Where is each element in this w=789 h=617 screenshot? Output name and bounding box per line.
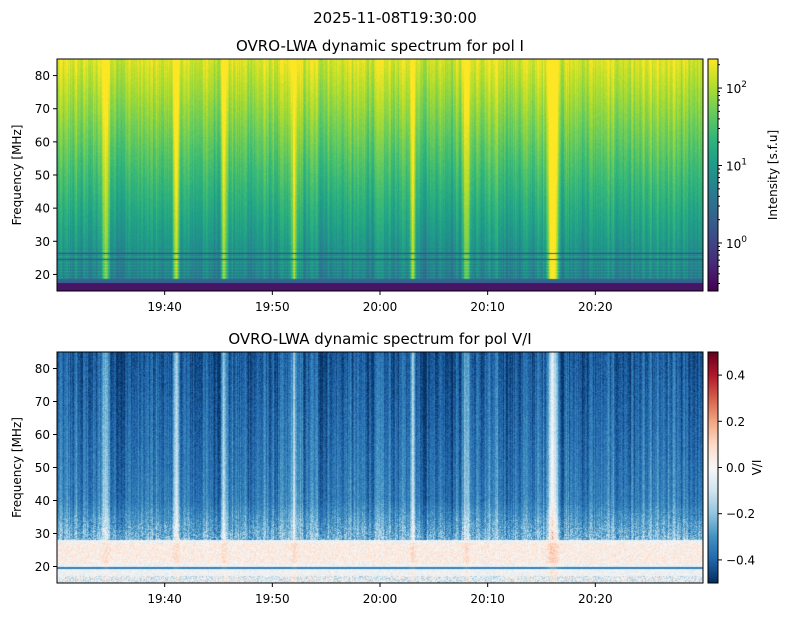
stokes-vi-ylabel: Frequency [MHz] — [10, 417, 24, 518]
stokes-i-xtick-label: 20:10 — [470, 300, 505, 314]
stokes-vi-ytick-label: 40 — [35, 494, 50, 508]
stokes-i-xtick-label: 19:40 — [147, 300, 182, 314]
tick-exponent: 0 — [741, 235, 747, 245]
stokes-i-ylabel: Frequency [MHz] — [10, 125, 24, 226]
stokes-vi-axes-frame — [56, 351, 704, 584]
stokes-vi-xtick-label: 20:00 — [363, 592, 398, 606]
stokes-vi-xtick-label: 20:20 — [578, 592, 613, 606]
stokes-vi-xtick-label: 19:50 — [255, 592, 290, 606]
stokes-i-ytick-label: 50 — [35, 169, 50, 183]
stokes-i-colorbar-frame — [707, 58, 719, 292]
tick-exponent: 1 — [741, 158, 747, 168]
stokes-i-colorbar-tick-label: 101 — [726, 158, 747, 174]
stokes-vi-colorbar-gradient — [708, 352, 718, 583]
stokes-i-axes-frame — [56, 58, 704, 292]
tick-base: 10 — [726, 82, 741, 96]
stokes-i-colorbar-tick-label: 100 — [726, 235, 747, 251]
stokes-vi-ytick-label: 50 — [35, 461, 50, 475]
stokes-vi-colorbar-tick-label: −0.2 — [726, 507, 755, 521]
stokes-vi-spectrogram — [57, 352, 703, 583]
stokes-i-ytick-label: 30 — [35, 235, 50, 249]
tick-exponent: 2 — [741, 80, 747, 90]
stokes-i-colorbar-gradient — [708, 59, 718, 291]
stokes-i-ytick-label: 70 — [35, 102, 50, 116]
stokes-vi-colorbar-tick-label: 0.4 — [726, 369, 745, 383]
stokes-vi-colorbar-tick-label: 0.0 — [726, 461, 745, 475]
stokes-vi-ytick-label: 60 — [35, 428, 50, 442]
stokes-vi-ytick-label: 80 — [35, 362, 50, 376]
stokes-i-title: OVRO-LWA dynamic spectrum for pol I — [236, 37, 524, 55]
stokes-i-xtick-label: 20:00 — [363, 300, 398, 314]
stokes-i-colorbar-tick-label: 102 — [726, 80, 747, 96]
stokes-vi-colorbar-label: V/I — [750, 460, 764, 476]
stokes-vi-colorbar-tick-label: −0.4 — [726, 553, 755, 567]
stokes-vi-title: OVRO-LWA dynamic spectrum for pol V/I — [228, 330, 531, 348]
stokes-vi-xtick-label: 19:40 — [147, 592, 182, 606]
figure-suptitle: 2025-11-08T19:30:00 — [313, 9, 477, 27]
stokes-i-xtick-label: 20:20 — [578, 300, 613, 314]
stokes-i-ytick-label: 40 — [35, 202, 50, 216]
stokes-i-spectrogram — [57, 59, 703, 291]
tick-base: 10 — [726, 160, 741, 174]
stokes-i-ytick-label: 60 — [35, 135, 50, 149]
stokes-i-colorbar-label: Intensity [s.f.u] — [766, 130, 780, 220]
stokes-vi-ytick-label: 30 — [35, 527, 50, 541]
stokes-i-xtick-label: 19:50 — [255, 300, 290, 314]
stokes-vi-ytick-label: 70 — [35, 395, 50, 409]
tick-base: 10 — [726, 237, 741, 251]
stokes-i-ytick-label: 80 — [35, 69, 50, 83]
stokes-vi-ytick-label: 20 — [35, 560, 50, 574]
stokes-vi-colorbar-frame — [707, 351, 719, 584]
stokes-vi-xtick-label: 20:10 — [470, 592, 505, 606]
stokes-vi-colorbar-tick-label: 0.2 — [726, 415, 745, 429]
stokes-i-ytick-label: 20 — [35, 268, 50, 282]
